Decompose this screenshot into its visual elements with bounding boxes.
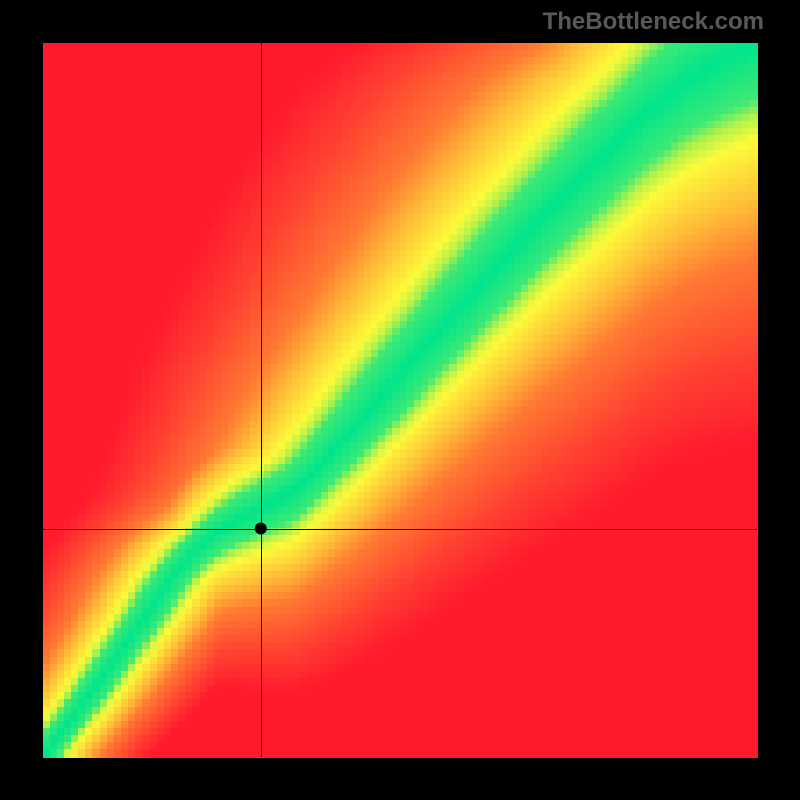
bottleneck-heatmap [0,0,800,800]
watermark-label: TheBottleneck.com [543,8,764,36]
